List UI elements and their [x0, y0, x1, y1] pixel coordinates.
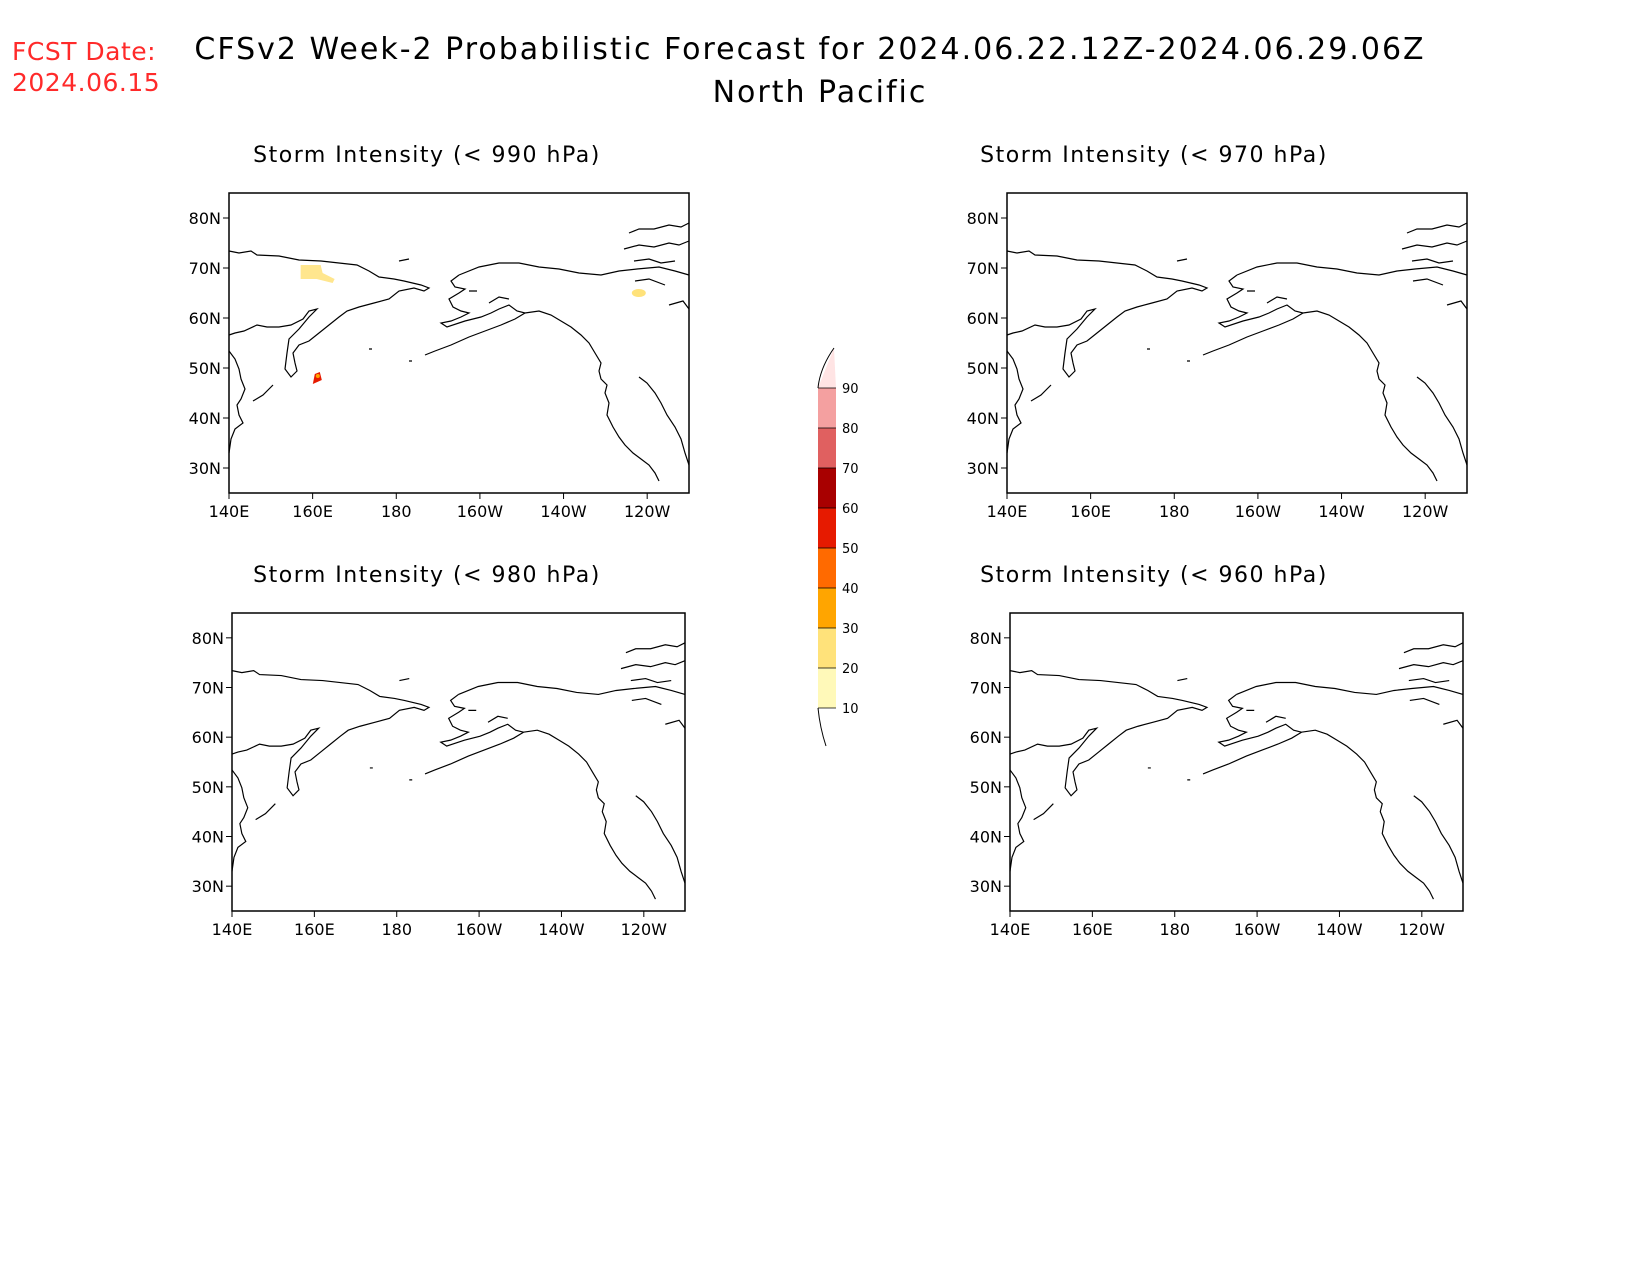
- page-subtitle: North Pacific: [712, 75, 928, 110]
- lon-tick-label: 160E: [1070, 502, 1111, 521]
- lon-tick-label: 160W: [1235, 502, 1282, 521]
- lat-tick-label: 50N: [967, 359, 999, 378]
- lat-tick-label: 50N: [192, 778, 224, 797]
- lon-tick-label: 140E: [987, 502, 1028, 521]
- lat-tick-label: 60N: [970, 728, 1002, 747]
- colorbar-label: 90: [842, 382, 859, 397]
- panel-title-960: Storm Intensity (< 960 hPa): [980, 563, 1328, 588]
- probability-cell: [631, 289, 646, 297]
- lon-tick-label: 120W: [621, 920, 668, 939]
- colorbar-label: 60: [842, 502, 859, 517]
- map-frame: [228, 192, 690, 494]
- probability-cell: [315, 374, 320, 378]
- lon-tick-label: 180: [1159, 920, 1190, 939]
- lat-tick-label: 30N: [192, 877, 224, 896]
- panel-title-980: Storm Intensity (< 980 hPa): [253, 563, 601, 588]
- lat-tick-label: 60N: [192, 728, 224, 747]
- lon-tick-label: 160E: [1072, 920, 1113, 939]
- colorbar-label: 30: [842, 622, 859, 637]
- lat-tick-label: 80N: [967, 209, 999, 228]
- colorbar-top-edge: [817, 347, 835, 389]
- page-title: CFSv2 Week-2 Probabilistic Forecast for …: [194, 32, 1426, 67]
- map-panel-2: 140E 160E 180 160W 140W 120W 80N 70N 60N 50N 40N 30…: [192, 612, 686, 939]
- fcst-date: FCST Date: 2024.06.15: [12, 36, 160, 98]
- lon-tick-label: 160W: [1234, 920, 1281, 939]
- lat-tick-label: 70N: [189, 259, 221, 278]
- lon-tick-label: 120W: [1399, 920, 1446, 939]
- lat-tick-label: 70N: [970, 679, 1002, 698]
- lon-tick-label: 140W: [1318, 502, 1365, 521]
- map-frame: [231, 612, 686, 912]
- fcst-date-label: FCST Date:: [12, 37, 157, 66]
- lat-tick-label: 80N: [970, 629, 1002, 648]
- lon-tick-label: 140E: [209, 502, 250, 521]
- colorbar-segment: [818, 668, 836, 708]
- probability-cell: [300, 265, 335, 283]
- lon-tick-label: 140W: [540, 502, 587, 521]
- lat-tick-label: 30N: [967, 459, 999, 478]
- lon-tick-label: 180: [381, 502, 412, 521]
- lat-tick-label: 50N: [970, 778, 1002, 797]
- colorbar-label: 70: [842, 462, 859, 477]
- colorbar-segment: [818, 588, 836, 628]
- colorbar-segment: [818, 508, 836, 548]
- panel-title-990: Storm Intensity (< 990 hPa): [253, 143, 601, 168]
- map-panel-3: 140E 160E 180 160W 140W 120W 80N 70N 60N 50N 40N 30…: [970, 612, 1464, 939]
- colorbar-segment: [818, 428, 836, 468]
- fcst-date-value: 2024.06.15: [12, 68, 161, 97]
- lon-tick-label: 160W: [457, 502, 504, 521]
- lat-tick-label: 80N: [189, 209, 221, 228]
- lon-tick-label: 160E: [294, 920, 335, 939]
- lon-tick-label: 140W: [1316, 920, 1363, 939]
- lon-tick-label: 120W: [1402, 502, 1449, 521]
- colorbar-label: 20: [842, 662, 859, 677]
- lat-tick-label: 30N: [189, 459, 221, 478]
- lat-tick-label: 60N: [967, 309, 999, 328]
- lat-tick-label: 60N: [189, 309, 221, 328]
- lat-tick-label: 30N: [970, 877, 1002, 896]
- panel-title-970: Storm Intensity (< 970 hPa): [980, 143, 1328, 168]
- colorbar-label: 10: [842, 702, 859, 717]
- colorbar-segment: [818, 468, 836, 508]
- probability-cell: [312, 372, 322, 384]
- lon-tick-label: 140W: [538, 920, 585, 939]
- colorbar-segment: [818, 548, 836, 588]
- colorbar-segment: [818, 628, 836, 668]
- map-panel-0: 140E 160E 180 160W 140W 120W 80N 70N 60N 50N 40N 30…: [189, 192, 690, 521]
- lat-tick-label: 40N: [192, 828, 224, 847]
- lon-tick-label: 140E: [990, 920, 1031, 939]
- colorbar-label: 40: [842, 582, 859, 597]
- lat-tick-label: 50N: [189, 359, 221, 378]
- lon-tick-label: 120W: [624, 502, 671, 521]
- colorbar: 10 20 30 40 50 60 70 80 90: [817, 347, 859, 747]
- colorbar-label: 50: [842, 542, 859, 557]
- map-frame: [1006, 192, 1468, 494]
- colorbar-bottom-edge: [817, 707, 827, 747]
- lon-tick-label: 140E: [212, 920, 253, 939]
- colorbar-segment: [818, 388, 836, 428]
- lat-tick-label: 70N: [967, 259, 999, 278]
- lat-tick-label: 70N: [192, 679, 224, 698]
- lon-tick-label: 180: [1159, 502, 1190, 521]
- lon-tick-label: 160W: [456, 920, 503, 939]
- colorbar-label: 80: [842, 422, 859, 437]
- lat-tick-label: 40N: [970, 828, 1002, 847]
- lat-tick-label: 40N: [967, 409, 999, 428]
- lon-tick-label: 180: [381, 920, 412, 939]
- colorbar-top-triangle: [818, 348, 836, 388]
- map-panel-1: 140E 160E 180 160W 140W 120W 80N 70N 60N 50N 40N 30…: [967, 192, 1468, 521]
- map-frame: [1009, 612, 1464, 912]
- lon-tick-label: 160E: [292, 502, 333, 521]
- lat-tick-label: 80N: [192, 629, 224, 648]
- lat-tick-label: 40N: [189, 409, 221, 428]
